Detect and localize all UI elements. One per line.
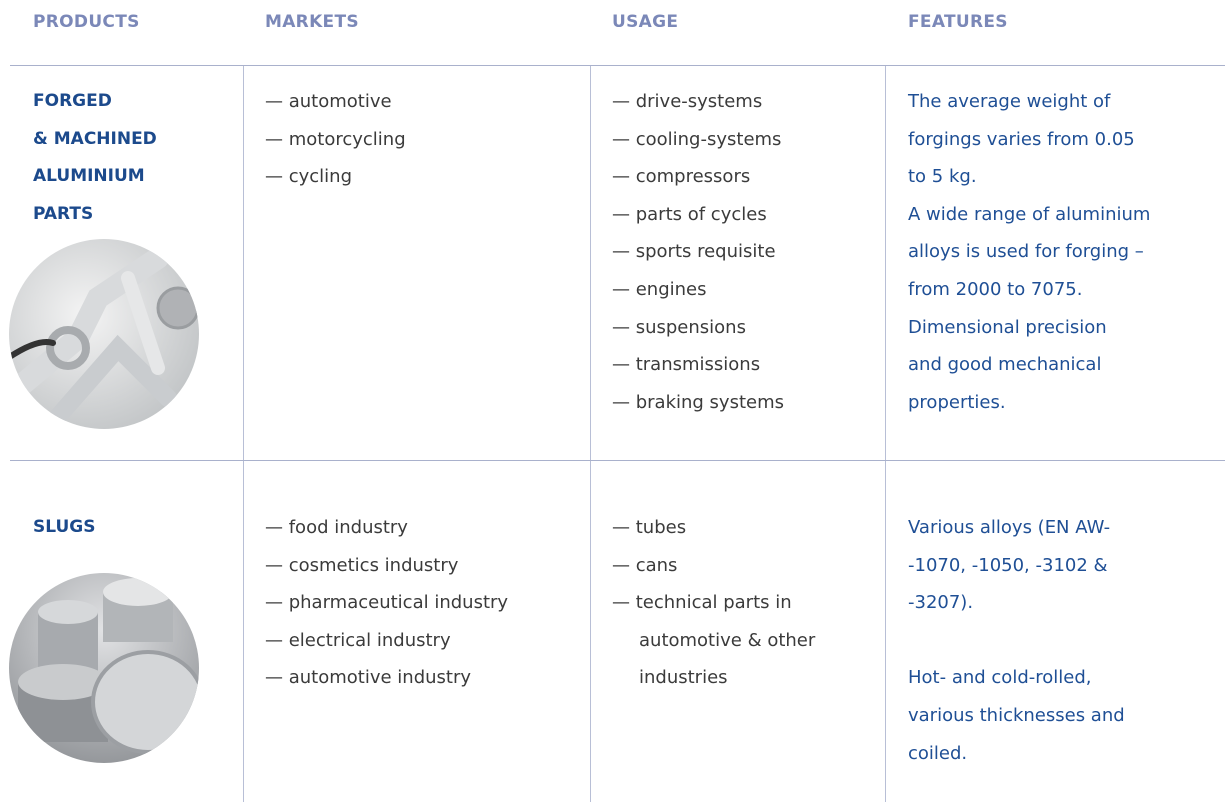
- feature-line: Hot- and cold-rolled,: [908, 667, 1092, 689]
- feature-line: from 2000 to 7075.: [908, 278, 1083, 300]
- feature-line: various thicknesses and: [908, 704, 1125, 726]
- product-line: ALUMINIUM: [33, 166, 145, 187]
- product-line: SLUGS: [33, 517, 96, 537]
- usage-item: — cans: [612, 554, 678, 576]
- feature-line: Dimensional precision: [908, 316, 1107, 338]
- column-header: PRODUCTS: [33, 12, 140, 32]
- markets-list: — food industry — cosmetics industry — pha…: [265, 509, 612, 697]
- usage-item: — tubes: [612, 517, 687, 538]
- market-item: — cosmetics industry: [265, 554, 459, 576]
- usage-item: — braking systems: [612, 391, 785, 413]
- feature-line: alloys is used for forging –: [908, 241, 1144, 263]
- column-divider: [243, 66, 244, 460]
- column-header: FEATURES: [908, 12, 1008, 32]
- usage-list: — tubes — cans — technical parts in automo…: [612, 509, 829, 697]
- product-name: SLUGS: [33, 509, 95, 547]
- column-divider: [590, 461, 591, 802]
- market-item: — cycling: [265, 166, 353, 188]
- row-divider: [10, 460, 1225, 461]
- market-item: — motorcycling: [265, 128, 406, 150]
- product-line: FORGED: [33, 91, 112, 111]
- feature-line: and good mechanical: [908, 354, 1102, 376]
- features-text: The average weight of forgings varies fro…: [908, 83, 1150, 421]
- feature-line: -1070, -1050, -3102 &: [908, 554, 1108, 576]
- usage-item: — technical parts in automotive & other …: [612, 592, 816, 689]
- feature-paragraph: Hot- and cold-rolled, various thicknesses…: [908, 659, 1125, 772]
- usage-item: — parts of cycles: [612, 203, 767, 225]
- column-divider: [590, 66, 591, 460]
- usage-item: — sports requisite: [612, 241, 776, 263]
- feature-paragraph: The average weight of forgings varies fro…: [908, 83, 1150, 196]
- usage-item: — engines: [612, 278, 707, 300]
- usage-item: — suspensions: [612, 316, 746, 338]
- column-divider: [243, 461, 244, 802]
- market-item: — automotive industry: [265, 667, 472, 689]
- usage-item: — drive-systems: [612, 91, 763, 112]
- market-item: — automotive: [265, 91, 392, 112]
- features-text: Various alloys (EN AW- -1070, -1050, -310…: [908, 509, 1125, 772]
- column-divider: [885, 66, 886, 460]
- product-image: [9, 239, 199, 429]
- usage-list: — drive-systems — cooling-systems — compre…: [612, 83, 829, 421]
- feature-paragraph: Dimensional precision and good mechanical…: [908, 309, 1150, 422]
- feature-line: forgings varies from 0.05: [908, 128, 1135, 150]
- feature-paragraph: Various alloys (EN AW- -1070, -1050, -310…: [908, 509, 1125, 622]
- column-header: USAGE: [612, 12, 679, 32]
- row-divider: [10, 65, 1225, 66]
- feature-paragraph: A wide range of aluminium alloys is used …: [908, 196, 1150, 309]
- usage-item: — compressors: [612, 166, 751, 188]
- feature-line: properties.: [908, 391, 1006, 413]
- market-item: — electrical industry: [265, 629, 451, 651]
- product-line: & MACHINED: [33, 128, 157, 149]
- feature-line: The average weight of: [908, 91, 1111, 112]
- feature-line: Various alloys (EN AW-: [908, 517, 1111, 538]
- market-item: — pharmaceutical industry: [265, 592, 509, 614]
- markets-list: — automotive — motorcycling — cycling: [265, 83, 482, 196]
- column-header: MARKETS: [265, 12, 359, 32]
- feature-line: -3207).: [908, 592, 974, 614]
- product-image: [9, 573, 199, 763]
- product-name: FORGED & MACHINED ALUMINIUM PARTS: [33, 83, 157, 233]
- market-item: — food industry: [265, 517, 408, 538]
- feature-line: coiled.: [908, 742, 968, 764]
- usage-item: — transmissions: [612, 354, 761, 376]
- product-line: PARTS: [33, 203, 94, 224]
- feature-line: A wide range of aluminium: [908, 203, 1151, 225]
- usage-item: — cooling-systems: [612, 128, 782, 150]
- column-divider: [885, 461, 886, 802]
- feature-line: to 5 kg.: [908, 166, 977, 188]
